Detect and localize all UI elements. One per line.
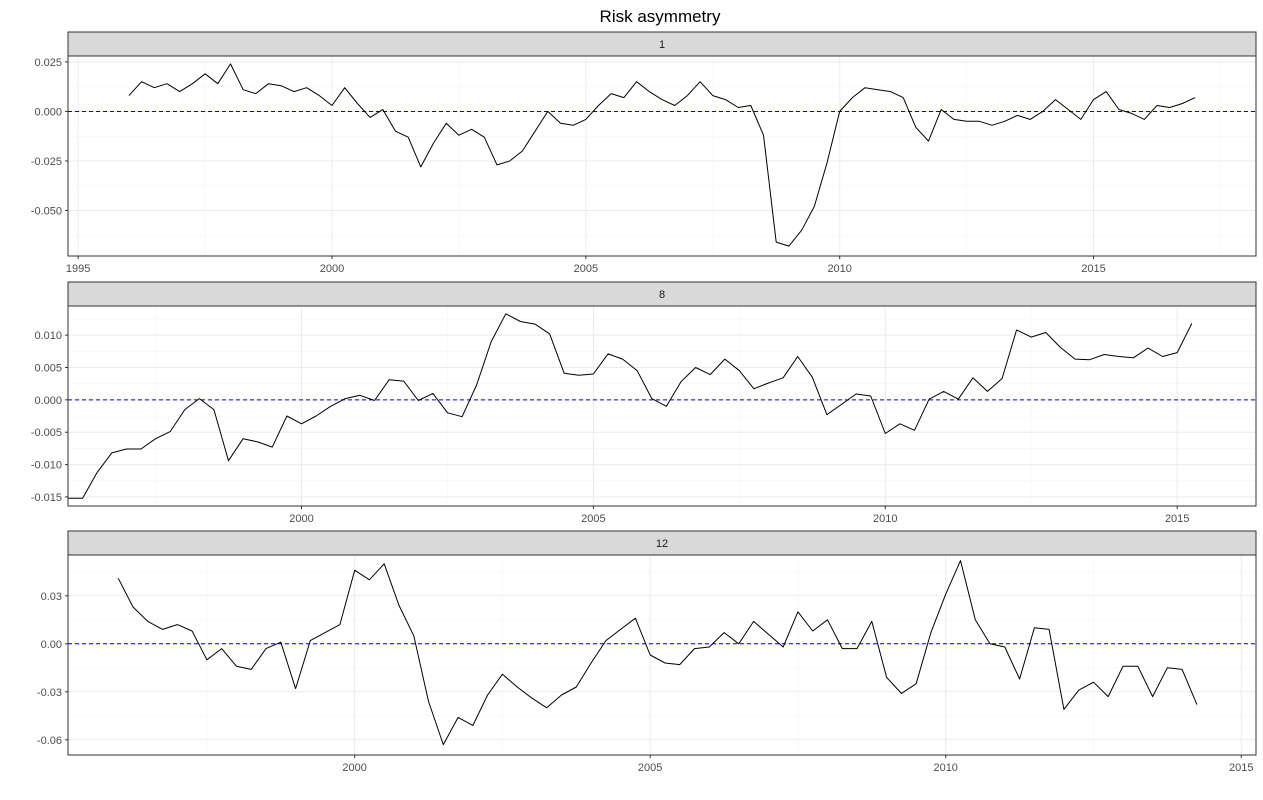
series-line <box>128 63 1196 247</box>
facet-strip-label: 1 <box>659 39 665 51</box>
panel-border <box>67 55 1257 257</box>
x-tick-label: 2015 <box>1165 513 1189 525</box>
y-tick-label: 0.000 <box>34 395 62 407</box>
x-tick-label: 2000 <box>289 513 313 525</box>
chart-title: Risk asymmetry <box>600 7 721 26</box>
x-tick-label: 2005 <box>574 263 598 275</box>
x-tick-label: 2005 <box>581 513 605 525</box>
y-tick-label: -0.005 <box>31 427 62 439</box>
facet-panel-12: 12 2000 2005 2010 2015 0.03 0.00 -0.03 -0.06 <box>37 530 1257 774</box>
facet-panel-1: 1 1995 2000 2005 2010 2015 0.025 0.000 -0.025 -0.… <box>31 31 1257 275</box>
x-tick-label: 2015 <box>1081 263 1105 275</box>
x-tick-label: 2000 <box>320 263 344 275</box>
y-tick-label: -0.025 <box>31 156 62 168</box>
y-tick-label: 0.005 <box>34 362 62 374</box>
x-tick-label: 2005 <box>638 762 662 774</box>
y-tick-label: 0.010 <box>34 330 62 342</box>
facet-strip <box>67 281 1257 307</box>
x-tick-label: 2010 <box>827 263 851 275</box>
y-tick-label: -0.03 <box>37 687 62 699</box>
x-tick-label: 2000 <box>342 762 366 774</box>
y-tick-label: 0.03 <box>41 591 62 603</box>
x-tick-label: 2015 <box>1229 762 1253 774</box>
panel-border <box>67 554 1257 756</box>
x-tick-label: 2010 <box>873 513 897 525</box>
y-tick-label: -0.015 <box>31 492 62 504</box>
y-tick-label: -0.010 <box>31 460 62 472</box>
y-tick-label: 0.025 <box>34 57 62 69</box>
y-tick-label: 0.00 <box>41 639 62 651</box>
series-line <box>117 560 1198 746</box>
y-tick-label: -0.06 <box>37 735 62 747</box>
facet-strip <box>67 530 1257 556</box>
facet-strip <box>67 31 1257 57</box>
panel-border <box>67 305 1257 507</box>
x-tick-label: 1995 <box>66 263 90 275</box>
facet-strip-label: 8 <box>659 289 665 301</box>
y-tick-label: 0.000 <box>34 106 62 118</box>
facet-strip-label: 12 <box>656 538 668 550</box>
x-tick-label: 2010 <box>933 762 957 774</box>
y-tick-label: -0.050 <box>31 205 62 217</box>
facet-panel-8: 8 2000 2005 2010 2015 0.010 0.005 0.000 -0.005 -0… <box>31 281 1257 525</box>
series-line <box>68 313 1193 499</box>
